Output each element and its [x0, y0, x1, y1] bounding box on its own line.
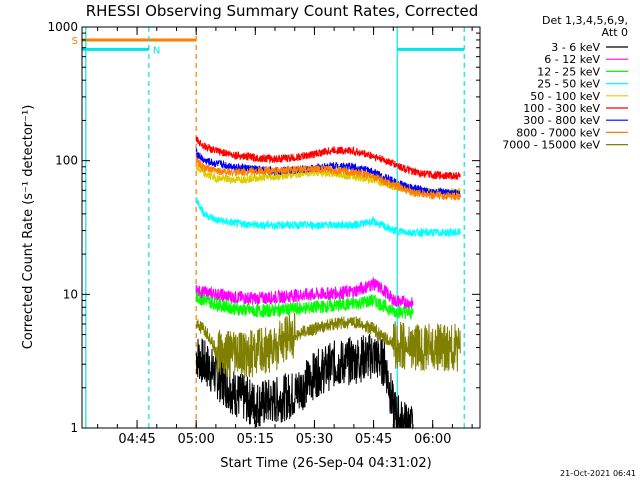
- series-line-2: [195, 291, 414, 320]
- x-tick-label-0: 04:45: [118, 432, 155, 447]
- series-line-8: [195, 312, 461, 378]
- series-line-5: [195, 136, 461, 181]
- legend-label-0: 3 - 6 keV: [551, 41, 600, 54]
- timestamp: 21-Oct-2021 06:41: [560, 469, 636, 478]
- plot-background: [82, 27, 480, 428]
- x-tick-label-5: 06:00: [414, 432, 451, 447]
- plot-frame: [81, 26, 481, 429]
- x-tick-label-4: 05:45: [355, 432, 392, 447]
- y-tick-label-0: 1: [70, 421, 78, 435]
- y-tick-label-3: 1000: [47, 20, 78, 34]
- legend-label-3: 25 - 50 keV: [537, 78, 600, 91]
- legend-label-1: 6 - 12 keV: [544, 53, 600, 66]
- legend-label-4: 50 - 100 keV: [530, 90, 600, 103]
- x-tick-label-1: 05:00: [177, 432, 214, 447]
- legend-label-8: 7000 - 15000 keV: [502, 139, 600, 152]
- legend-label-5: 100 - 300 keV: [523, 102, 600, 115]
- legend-label-7: 800 - 7000 keV: [516, 126, 600, 139]
- flag-label-s: S: [72, 36, 78, 47]
- x-tick-label-2: 05:15: [237, 432, 274, 447]
- series-line-0: [195, 333, 414, 430]
- y-tick-label-2: 100: [55, 154, 78, 168]
- legend-label-2: 12 - 25 keV: [537, 65, 600, 78]
- legend-header-line-1: Det 1,3,4,5,6,9,: [542, 14, 628, 27]
- legend-header-line-2: Att 0: [602, 26, 628, 39]
- series-line-7: [195, 157, 461, 202]
- legend-label-6: 300 - 800 keV: [523, 114, 600, 127]
- plot-area: [82, 27, 480, 428]
- x-axis-label: Start Time (26-Sep-04 04:31:02): [220, 456, 431, 471]
- y-axis-label: Corrected Count Rate (s⁻¹ detector⁻¹): [21, 105, 36, 350]
- series-line-3: [195, 197, 461, 238]
- x-tick-label-3: 05:30: [296, 432, 333, 447]
- y-tick-label-1: 10: [63, 287, 78, 301]
- series-line-1: [195, 277, 414, 310]
- flag-label-n: N: [153, 45, 160, 56]
- chart-title: RHESSI Observing Summary Count Rates, Co…: [86, 2, 479, 20]
